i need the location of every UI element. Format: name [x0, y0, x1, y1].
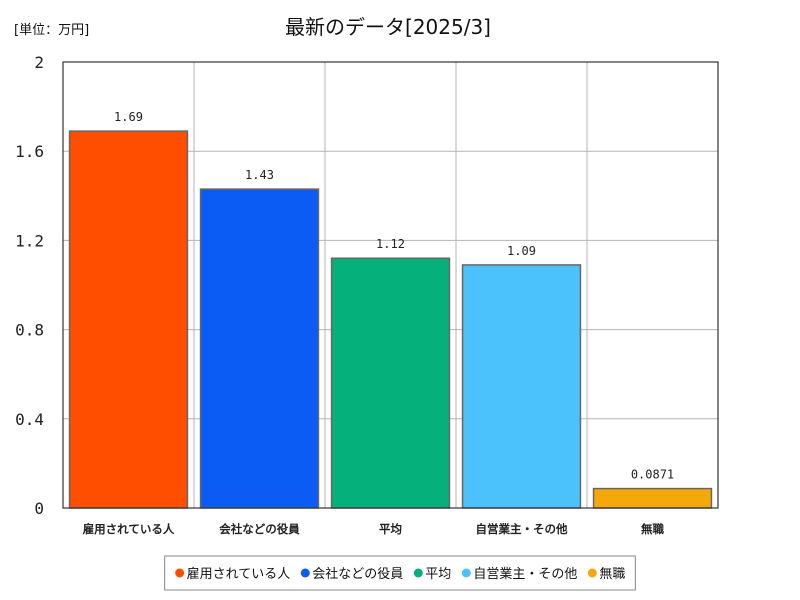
- y-tick-label: 1.2: [15, 231, 44, 250]
- bar: [68, 130, 189, 509]
- chart-title: 最新のデータ[2025/3]: [285, 15, 491, 39]
- legend-marker: [461, 568, 471, 578]
- legend-item: 無職: [587, 567, 625, 582]
- plot-frame: [62, 61, 719, 509]
- legend-label: 会社などの役員: [312, 566, 403, 582]
- data-label: 1.09: [507, 244, 536, 258]
- y-tick-label: 0: [34, 499, 44, 518]
- data-label: 1.12: [376, 237, 405, 251]
- data-label: 1.43: [245, 168, 274, 182]
- x-tick-label: 平均: [379, 522, 402, 536]
- bar: [461, 264, 582, 509]
- y-tick-label: 0.4: [15, 410, 44, 429]
- y-tick-label: 1.6: [15, 142, 44, 161]
- y-tick-label: 0.8: [15, 321, 44, 340]
- x-tick-label: 無職: [641, 522, 664, 536]
- unit-label: [単位：万円]: [14, 22, 89, 38]
- x-tick-label: 雇用されている人: [83, 522, 175, 536]
- x-tick-label: 自営業主・その他: [476, 522, 568, 536]
- legend-box: [164, 555, 636, 591]
- legend-marker: [413, 568, 423, 578]
- data-label: 1.69: [114, 110, 143, 124]
- legend-item: 雇用されている人: [175, 566, 290, 582]
- bar: [199, 188, 320, 509]
- legend-item: 会社などの役員: [300, 566, 403, 582]
- x-tick-label: 会社などの役員: [218, 522, 300, 536]
- legend-item: 自営業主・その他: [461, 566, 577, 582]
- legend-label: 雇用されている人: [187, 566, 291, 582]
- legend-label: 自営業主・その他: [473, 566, 577, 582]
- legend-marker: [175, 568, 185, 578]
- y-tick-label: 2: [34, 53, 44, 72]
- bars: 1.69 1.43 1.12 1.09 0.0871: [68, 110, 713, 509]
- legend: 雇用されている人 会社などの役員 平均 自営業主・その他 無職: [164, 555, 636, 591]
- legend-item: 平均: [413, 567, 451, 582]
- legend-marker: [587, 568, 597, 578]
- legend-label: 無職: [599, 567, 625, 582]
- data-label: 0.0871: [631, 468, 674, 482]
- x-axis: 雇用されている人 会社などの役員 平均 自営業主・その他 無職: [83, 522, 665, 536]
- bar: [330, 257, 451, 509]
- y-axis: 0 0.4 0.8 1.2 1.6 2: [15, 53, 44, 518]
- bar: [592, 487, 713, 509]
- legend-marker: [300, 568, 310, 578]
- legend-label: 平均: [425, 567, 451, 582]
